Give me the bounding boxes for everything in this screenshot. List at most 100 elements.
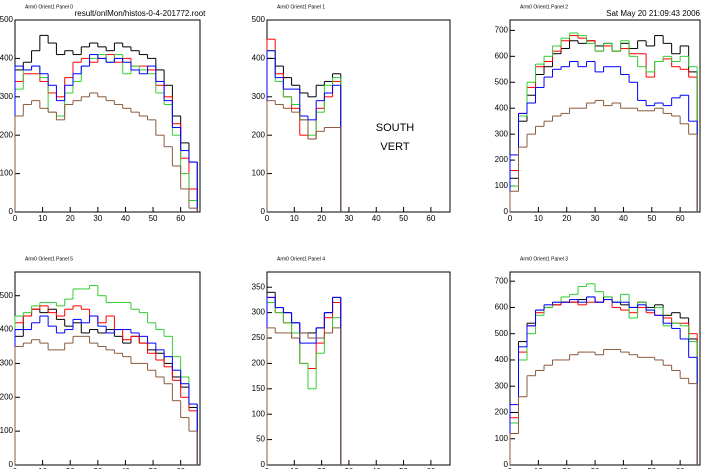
x-tick-label: 20	[562, 214, 571, 223]
panel-title: Arm0 Orient1 Panel 2	[520, 4, 568, 10]
x-tick-label: 30	[93, 214, 102, 223]
x-tick-label: 0	[13, 214, 18, 223]
x-tick-label: 20	[562, 467, 571, 469]
y-tick-label: 0	[9, 207, 14, 216]
x-tick-label: 30	[344, 214, 353, 223]
x-tick-label: 0	[508, 214, 513, 223]
y-tick-label: 150	[252, 384, 266, 393]
y-tick-label: 300	[0, 359, 14, 368]
frame	[266, 271, 451, 466]
x-tick-label: 30	[591, 467, 600, 469]
x-tick-label: 0	[13, 467, 18, 469]
y-tick-label: 600	[495, 303, 509, 312]
y-tick-label: 400	[0, 54, 14, 63]
x-tick-label: 60	[676, 467, 685, 469]
x-tick-label: 40	[121, 214, 130, 223]
y-tick-label: 400	[495, 355, 509, 364]
date: Sat May 20 21:09:43 2006	[606, 9, 700, 18]
panel-title: Arm0 Orient1 Panel 5	[25, 256, 73, 262]
y-tick-label: 400	[252, 54, 266, 63]
x-tick-label: 10	[534, 467, 543, 469]
frame	[509, 19, 701, 213]
frame	[14, 271, 201, 466]
x-tick-label: 10	[38, 214, 47, 223]
file-name: result/onlMon/histos-0-4-201772.root	[75, 9, 207, 18]
y-tick-label: 50	[256, 435, 265, 444]
y-tick-label: 400	[0, 325, 14, 334]
y-tick-label: 200	[495, 408, 509, 417]
y-tick-label: 400	[495, 103, 509, 112]
y-tick-label: 300	[252, 308, 266, 317]
x-tick-label: 40	[619, 214, 628, 223]
x-tick-label: 40	[121, 467, 130, 469]
y-tick-label: 100	[0, 426, 14, 435]
y-tick-label: 100	[495, 434, 509, 443]
y-tick-label: 700	[495, 25, 509, 34]
x-tick-label: 20	[66, 467, 75, 469]
y-tick-label: 0	[504, 460, 509, 469]
y-tick-label: 500	[0, 291, 14, 300]
y-tick-label: 300	[252, 92, 266, 101]
annotation: SOUTH	[376, 122, 415, 134]
x-tick-label: 20	[66, 214, 75, 223]
y-tick-label: 200	[0, 392, 14, 401]
x-tick-label: 60	[426, 214, 435, 223]
frame	[266, 19, 451, 213]
x-tick-label: 60	[676, 214, 685, 223]
y-tick-label: 500	[252, 15, 266, 24]
x-tick-label: 10	[38, 467, 47, 469]
y-tick-label: 100	[252, 169, 266, 178]
y-tick-label: 100	[252, 409, 266, 418]
x-tick-label: 50	[647, 467, 656, 469]
x-tick-label: 50	[399, 214, 408, 223]
y-tick-label: 500	[495, 77, 509, 86]
x-tick-label: 30	[344, 467, 353, 469]
x-tick-label: 60	[426, 467, 435, 469]
x-tick-label: 30	[591, 214, 600, 223]
frame	[14, 19, 201, 213]
x-tick-label: 20	[317, 214, 326, 223]
y-tick-label: 0	[504, 207, 509, 216]
x-tick-label: 50	[647, 214, 656, 223]
x-tick-label: 0	[508, 467, 513, 469]
y-tick-label: 700	[495, 276, 509, 285]
x-tick-label: 10	[290, 214, 299, 223]
y-tick-label: 200	[495, 155, 509, 164]
y-tick-label: 100	[495, 181, 509, 190]
x-tick-label: 50	[149, 467, 158, 469]
x-tick-label: 10	[534, 214, 543, 223]
x-tick-label: 20	[317, 467, 326, 469]
x-tick-label: 10	[290, 467, 299, 469]
x-tick-label: 50	[399, 467, 408, 469]
panel-title: Arm0 Orient1 Panel 3	[520, 256, 568, 262]
y-tick-label: 350	[252, 282, 266, 291]
y-tick-label: 0	[261, 460, 266, 469]
x-tick-label: 0	[265, 467, 270, 469]
x-tick-label: 40	[372, 467, 381, 469]
y-tick-label: 500	[0, 15, 14, 24]
y-tick-label: 300	[495, 381, 509, 390]
y-tick-label: 200	[252, 359, 266, 368]
panel-title: Arm0 Orient1 Panel 0	[25, 4, 73, 10]
y-tick-label: 300	[495, 129, 509, 138]
y-tick-label: 500	[495, 329, 509, 338]
y-tick-label: 200	[0, 130, 14, 139]
y-tick-label: 200	[252, 130, 266, 139]
x-tick-label: 40	[372, 214, 381, 223]
y-tick-label: 600	[495, 51, 509, 60]
frame	[509, 271, 701, 466]
x-tick-label: 60	[176, 214, 185, 223]
panel-title: Arm0 Orient1 Panel 1	[277, 4, 325, 10]
y-tick-label: 0	[9, 460, 14, 469]
x-tick-label: 60	[176, 467, 185, 469]
panel-title: Arm0 Orient1 Panel 4	[277, 256, 325, 262]
y-tick-label: 0	[261, 207, 266, 216]
x-tick-label: 40	[619, 467, 628, 469]
x-tick-label: 30	[93, 467, 102, 469]
y-tick-label: 300	[0, 92, 14, 101]
x-tick-label: 50	[149, 214, 158, 223]
y-tick-label: 250	[252, 333, 266, 342]
x-tick-label: 0	[265, 214, 270, 223]
y-tick-label: 100	[0, 169, 14, 178]
